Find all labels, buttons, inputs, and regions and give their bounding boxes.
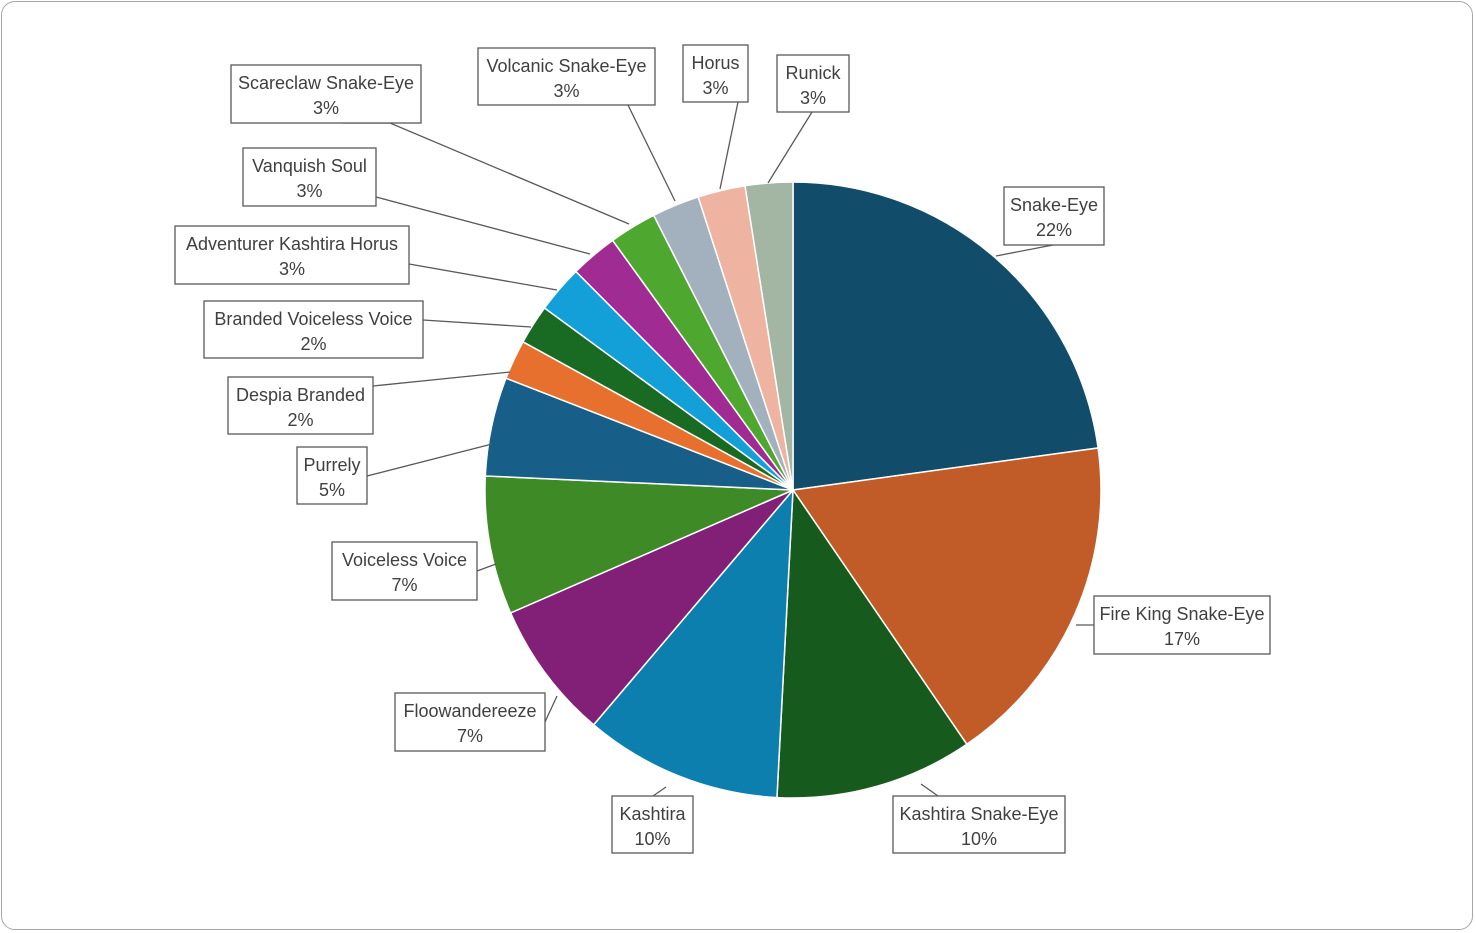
- data-label-box: [477, 47, 656, 106]
- data-label-snake-eye: Snake-Eye 22%: [1003, 186, 1105, 246]
- data-label-box: [1003, 186, 1105, 246]
- data-label-box: [203, 300, 424, 359]
- data-label-category: Kashtira: [619, 804, 686, 824]
- leader-line-voiceless-voice: [476, 563, 497, 572]
- data-label-despia-branded: Despia Branded 2%: [227, 376, 374, 435]
- data-label-percent: 3%: [553, 81, 579, 101]
- data-label-box: [611, 795, 694, 854]
- leader-line-branded-voiceless-voice: [422, 319, 532, 328]
- data-label-percent: 10%: [634, 829, 670, 849]
- data-label-fire-king-snake-eye: Fire King Snake-Eye 17%: [1093, 595, 1271, 655]
- data-label-box: [242, 147, 377, 207]
- data-label-floowandereeze: Floowandereeze 7%: [394, 692, 546, 752]
- leader-line-vanquish-soul: [375, 196, 591, 255]
- data-label-category: Runick: [785, 63, 841, 83]
- data-label-category: Horus: [691, 53, 739, 73]
- leader-line-volcanic-snake-eye: [627, 104, 676, 202]
- data-label-percent: 2%: [287, 410, 313, 430]
- data-label-percent: 3%: [279, 259, 305, 279]
- pie-slice-voiceless-voice: [484, 475, 794, 614]
- pie-slice-fire-king-snake-eye: [791, 447, 1102, 746]
- leader-line-kashtira: [652, 786, 667, 797]
- data-label-percent: 17%: [1164, 629, 1200, 649]
- data-label-kashtira: Kashtira 10%: [611, 795, 694, 854]
- data-label-box: [394, 692, 546, 752]
- pie-slice-kashtira-snake-eye: [776, 487, 968, 799]
- data-label-runick: Runick 3%: [776, 54, 850, 113]
- data-labels: Snake-Eye 22% Fire King Snake-Eye 17% Kashti…: [174, 44, 1271, 854]
- data-label-vanquish-soul: Vanquish Soul 3%: [242, 147, 377, 207]
- data-label-category: Floowandereeze: [403, 701, 536, 721]
- data-label-box: [331, 541, 478, 601]
- leader-line-horus: [719, 101, 739, 190]
- data-label-box: [230, 64, 422, 124]
- data-label-box: [296, 446, 368, 505]
- data-label-category: Voiceless Voice: [342, 550, 467, 570]
- data-label-category: Branded Voiceless Voice: [214, 309, 412, 329]
- data-label-percent: 3%: [702, 78, 728, 98]
- pie-slice-runick: [744, 181, 794, 491]
- leader-line-scareclaw-snake-eye: [343, 122, 630, 225]
- leader-line-purrely: [366, 443, 493, 477]
- pie-slice-snake-eye: [792, 181, 1099, 491]
- data-label-category: Snake-Eye: [1010, 195, 1098, 215]
- data-label-branded-voiceless-voice: Branded Voiceless Voice 2%: [203, 300, 424, 359]
- data-label-category: Fire King Snake-Eye: [1099, 604, 1264, 624]
- data-label-percent: 2%: [300, 334, 326, 354]
- data-label-box: [776, 54, 850, 113]
- data-label-box: [892, 795, 1066, 854]
- data-label-percent: 5%: [319, 480, 345, 500]
- data-label-percent: 22%: [1036, 220, 1072, 240]
- data-label-adventurer-kashtira-horus: Adventurer Kashtira Horus 3%: [174, 225, 410, 285]
- leader-line-kashtira-snake-eye: [920, 783, 939, 797]
- data-label-box: [174, 225, 410, 285]
- data-label-category: Despia Branded: [236, 385, 365, 405]
- data-label-voiceless-voice: Voiceless Voice 7%: [331, 541, 478, 601]
- data-label-volcanic-snake-eye: Volcanic Snake-Eye 3%: [477, 47, 656, 106]
- data-label-purrely: Purrely 5%: [296, 446, 368, 505]
- data-label-kashtira-snake-eye: Kashtira Snake-Eye 10%: [892, 795, 1066, 854]
- data-label-percent: 3%: [313, 98, 339, 118]
- data-label-category: Volcanic Snake-Eye: [486, 56, 646, 76]
- leader-line-despia-branded: [372, 371, 511, 387]
- data-label-horus: Horus 3%: [682, 44, 749, 103]
- leader-line-adventurer-kashtira-horus: [408, 263, 558, 291]
- data-label-category: Kashtira Snake-Eye: [899, 804, 1058, 824]
- data-label-category: Purrely: [303, 455, 360, 475]
- data-label-category: Vanquish Soul: [252, 156, 367, 176]
- data-label-percent: 7%: [391, 575, 417, 595]
- data-label-percent: 7%: [457, 726, 483, 746]
- leader-line-runick: [767, 111, 813, 184]
- pie-slice-kashtira: [592, 487, 794, 799]
- pie-slice-floowandereeze: [509, 489, 794, 726]
- data-label-category: Scareclaw Snake-Eye: [238, 73, 414, 93]
- data-label-percent: 10%: [961, 829, 997, 849]
- data-label-box: [1093, 595, 1271, 655]
- leader-line-snake-eye: [995, 244, 1054, 257]
- data-label-category: Adventurer Kashtira Horus: [186, 234, 398, 254]
- leader-line-floowandereeze: [544, 695, 558, 723]
- data-label-box: [227, 376, 374, 435]
- pie-slices: [484, 181, 1102, 799]
- data-label-box: [682, 44, 749, 103]
- data-label-percent: 3%: [296, 181, 322, 201]
- data-label-percent: 3%: [800, 88, 826, 108]
- data-label-scareclaw-snake-eye: Scareclaw Snake-Eye 3%: [230, 64, 422, 124]
